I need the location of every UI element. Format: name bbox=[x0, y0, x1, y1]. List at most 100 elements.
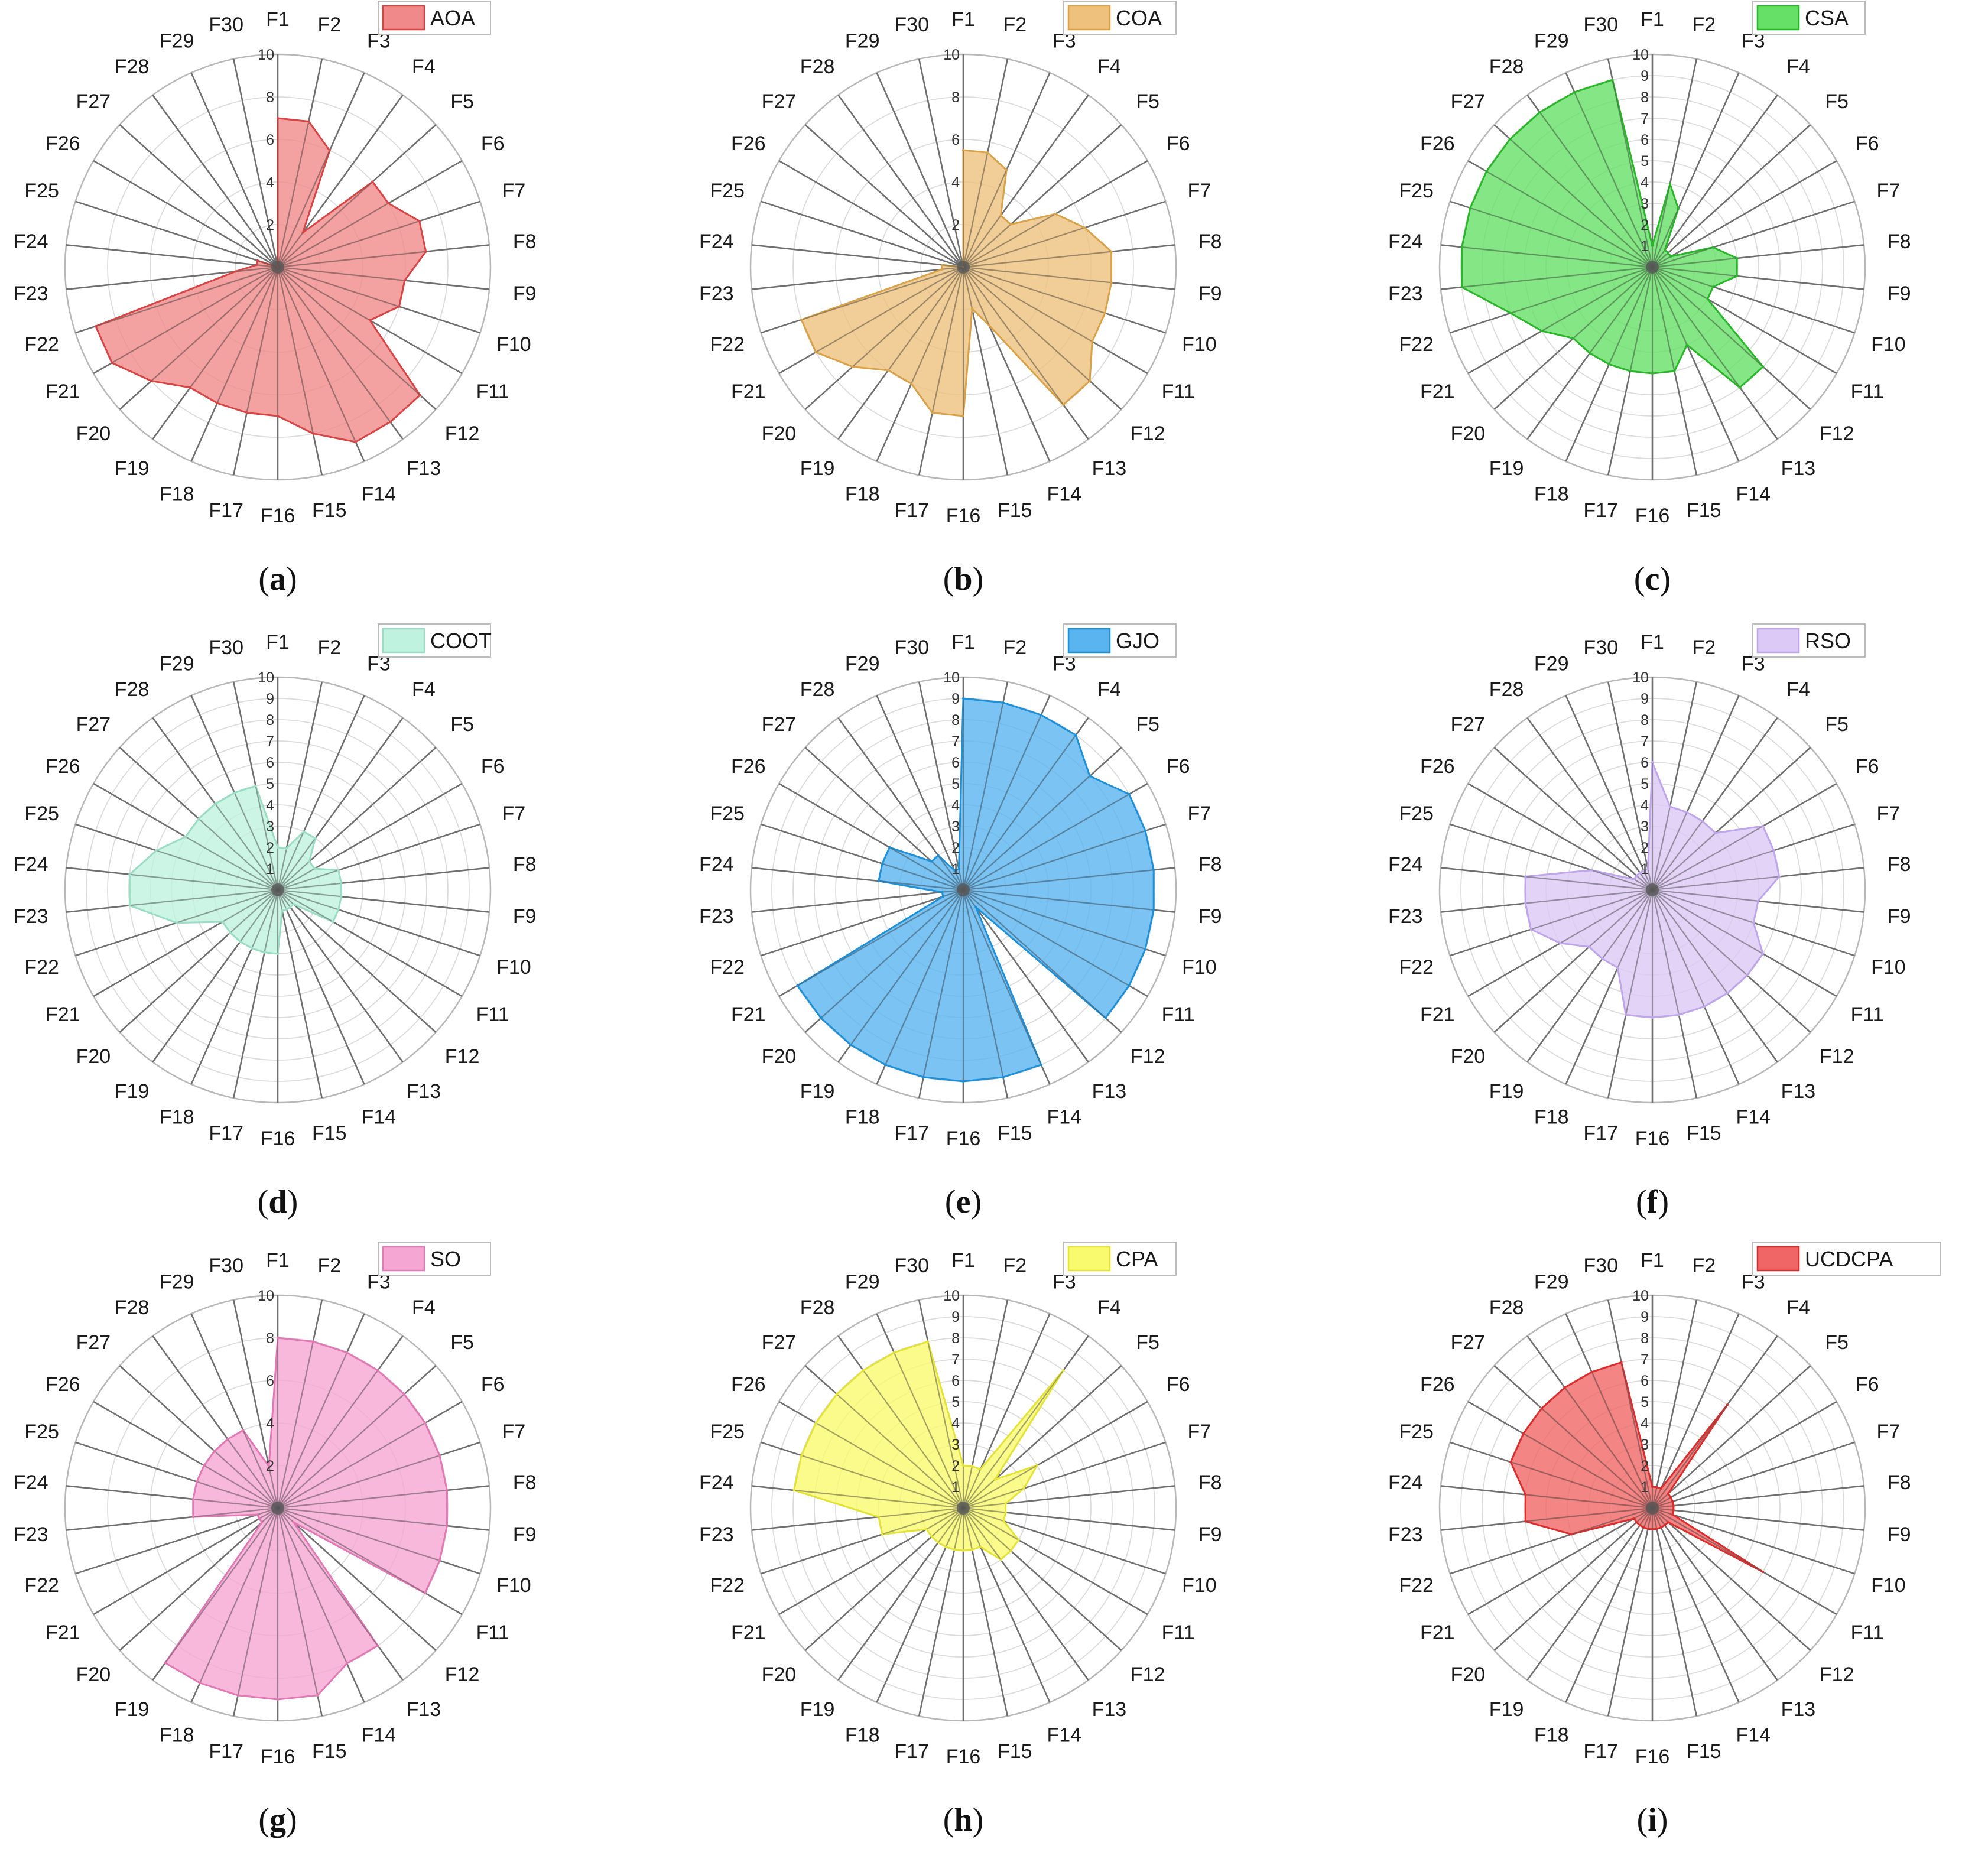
data-point-f23 bbox=[191, 1516, 194, 1519]
axis-label-f16: F16 bbox=[946, 1746, 981, 1768]
axis-spoke-overlay bbox=[1652, 266, 1740, 388]
data-point-f17 bbox=[922, 1075, 925, 1078]
axis-label-f25: F25 bbox=[1399, 802, 1434, 825]
axis-spoke-overlay bbox=[246, 266, 278, 413]
axis-label-f20: F20 bbox=[1451, 1045, 1486, 1068]
axis-spoke bbox=[918, 58, 964, 268]
axis-label-f26: F26 bbox=[731, 755, 766, 778]
axis-label-f23: F23 bbox=[699, 282, 734, 305]
axis-spoke bbox=[1467, 1507, 1653, 1616]
data-point-f2 bbox=[285, 847, 288, 850]
radial-tick-label: 7 bbox=[266, 733, 274, 750]
panel-caption: (h) bbox=[943, 1802, 983, 1838]
data-point-f20 bbox=[1588, 945, 1590, 948]
data-point-f25 bbox=[1469, 206, 1471, 209]
axis-spoke-overlay bbox=[926, 1507, 964, 1530]
axis-label-f27: F27 bbox=[762, 1331, 797, 1354]
data-point-f30 bbox=[1646, 867, 1649, 870]
axis-label-f6: F6 bbox=[1167, 132, 1190, 155]
data-point-f29 bbox=[233, 791, 236, 794]
data-point-f11 bbox=[1091, 340, 1094, 343]
data-point-f20 bbox=[261, 1521, 264, 1524]
axis-label-f28: F28 bbox=[115, 1296, 150, 1319]
data-point-f13 bbox=[289, 906, 292, 909]
axis-label-f12: F12 bbox=[1820, 1045, 1854, 1068]
axis-label-f30: F30 bbox=[1583, 1254, 1618, 1277]
data-point-f10 bbox=[1711, 285, 1714, 288]
axis-label-f13: F13 bbox=[407, 1698, 441, 1721]
data-point-f3 bbox=[979, 1468, 982, 1471]
data-point-f28 bbox=[1538, 110, 1541, 113]
axis-spoke-overlay bbox=[816, 1422, 964, 1509]
axis-spoke-overlay bbox=[963, 889, 1130, 986]
axis-label-f4: F4 bbox=[1097, 56, 1121, 78]
axis-label-f4: F4 bbox=[1786, 1296, 1810, 1319]
data-point-f17 bbox=[931, 411, 934, 414]
axis-label-f23: F23 bbox=[699, 1523, 734, 1546]
axis-label-f2: F2 bbox=[1003, 636, 1027, 659]
axis-spoke-overlay bbox=[963, 889, 1146, 950]
data-point-f23 bbox=[1460, 285, 1463, 288]
axis-label-f2: F2 bbox=[317, 1254, 341, 1277]
radial-tick-label: 8 bbox=[951, 89, 960, 106]
axis-label-f29: F29 bbox=[845, 1270, 880, 1293]
axis-spoke-overlay bbox=[1652, 820, 1703, 890]
radial-tick-label: 1 bbox=[1641, 1479, 1649, 1496]
data-point-f10 bbox=[438, 1559, 441, 1562]
data-point-f27 bbox=[836, 1393, 838, 1396]
axis-label-f25: F25 bbox=[24, 180, 59, 202]
data-point-f15 bbox=[1655, 1528, 1658, 1530]
data-point-f8 bbox=[1736, 256, 1739, 259]
series-area-csa bbox=[1461, 79, 1764, 389]
axis-label-f24: F24 bbox=[14, 230, 48, 253]
axis-spoke-overlay bbox=[963, 1507, 1011, 1552]
axis-label-f5: F5 bbox=[1825, 90, 1849, 113]
axis-label-f18: F18 bbox=[160, 1106, 194, 1129]
data-point-f14 bbox=[346, 1662, 349, 1665]
axis-label-f22: F22 bbox=[710, 333, 745, 356]
axis-label-f25: F25 bbox=[24, 1421, 59, 1443]
axis-spoke bbox=[1565, 1507, 1654, 1703]
data-point-f4 bbox=[314, 837, 317, 840]
axis-spoke-overlay bbox=[277, 266, 356, 443]
data-point-f20 bbox=[150, 379, 152, 382]
axis-label-f30: F30 bbox=[894, 636, 929, 659]
axis-spoke-overlay bbox=[1652, 208, 1679, 268]
axis-spoke-overlay bbox=[1652, 806, 1671, 890]
axis-label-f22: F22 bbox=[1399, 1574, 1434, 1597]
axis-spoke-overlay bbox=[277, 1507, 447, 1527]
data-point-f15 bbox=[1673, 370, 1676, 373]
axis-spoke-overlay bbox=[801, 1455, 964, 1509]
radial-tick-label: 6 bbox=[951, 1373, 960, 1389]
axis-spoke-overlay bbox=[277, 889, 342, 898]
axis-label-f13: F13 bbox=[1781, 1698, 1816, 1721]
data-point-f9 bbox=[1004, 1511, 1007, 1514]
data-point-f8 bbox=[1004, 1502, 1007, 1505]
data-point-f2 bbox=[971, 1465, 973, 1468]
axis-spoke-overlay bbox=[963, 266, 990, 326]
axis-label-f7: F7 bbox=[1188, 802, 1211, 825]
data-point-f16 bbox=[962, 1080, 964, 1083]
data-point-f23 bbox=[234, 270, 237, 273]
axis-label-f9: F9 bbox=[1888, 905, 1911, 928]
axis-spoke-overlay bbox=[1531, 889, 1653, 930]
radial-tick-label: 2 bbox=[266, 217, 274, 233]
axis-spoke-overlay bbox=[1652, 266, 1714, 288]
panel-caption: (d) bbox=[258, 1184, 298, 1220]
axis-spoke-overlay bbox=[1486, 171, 1653, 268]
axis-spoke bbox=[75, 1507, 278, 1575]
data-point-f19 bbox=[937, 1541, 940, 1544]
axis-spoke-overlay bbox=[963, 1466, 973, 1509]
axis-label-f27: F27 bbox=[1451, 1331, 1486, 1354]
data-point-f25 bbox=[1590, 869, 1593, 872]
data-point-f11 bbox=[1762, 1571, 1765, 1573]
axis-label-f2: F2 bbox=[317, 14, 341, 36]
data-point-f1 bbox=[277, 117, 279, 119]
panel-caption: (a) bbox=[258, 561, 297, 597]
data-point-f24 bbox=[1524, 875, 1527, 878]
axis-label-f4: F4 bbox=[412, 1296, 436, 1319]
data-point-f24 bbox=[1524, 1493, 1527, 1496]
axis-label-f26: F26 bbox=[46, 132, 80, 155]
